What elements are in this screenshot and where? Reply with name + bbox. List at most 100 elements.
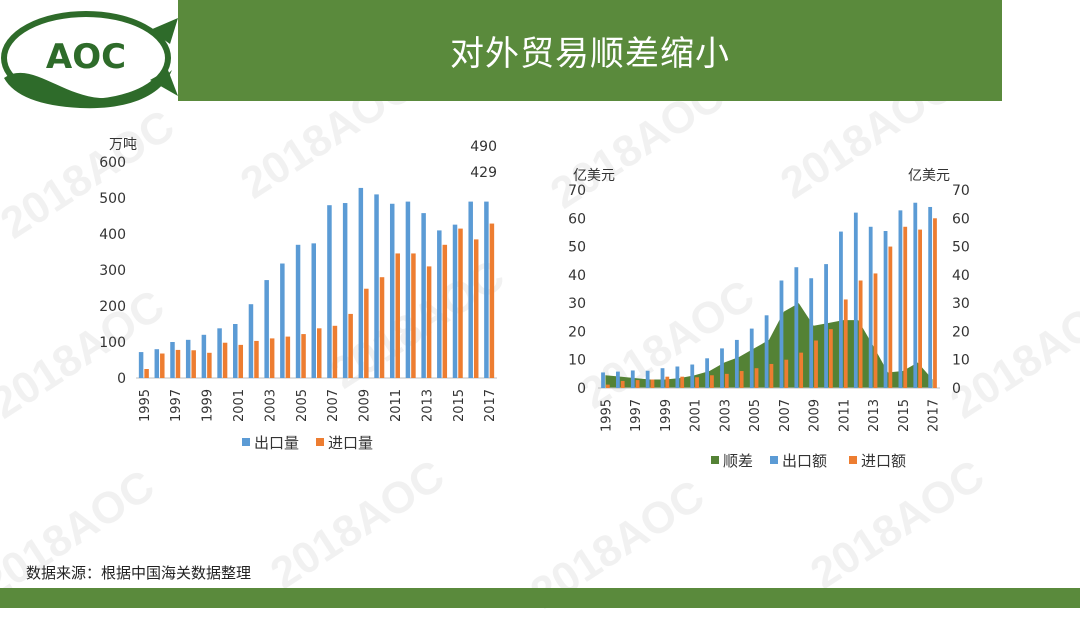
export-value-bar — [601, 372, 605, 388]
import-value-bar — [784, 359, 789, 388]
logo-text: AOC — [46, 37, 126, 77]
export-value-bar — [913, 202, 918, 388]
legend-swatch-surplus — [711, 456, 719, 464]
legend-label-export-value: 出口额 — [782, 452, 827, 470]
y-tick-label-left: 0 — [577, 381, 586, 397]
export-volume-bar — [170, 342, 175, 378]
y-tick-label-left: 10 — [568, 353, 586, 369]
x-tick-label: 2003 — [718, 399, 733, 432]
export-volume-bar — [389, 203, 395, 378]
import-volume-bar — [269, 338, 275, 378]
import-value-bar — [769, 363, 774, 388]
y-tick-label: 0 — [117, 371, 126, 387]
x-tick-label: 2013 — [867, 399, 882, 432]
y-tick-label-right: 40 — [952, 268, 970, 284]
y-axis-unit-label: 万吨 — [109, 137, 137, 153]
import-value-bar — [754, 368, 759, 388]
export-value-bar — [675, 366, 680, 388]
export-value-bar — [764, 315, 769, 388]
y-axis-unit-label-left: 亿美元 — [573, 168, 615, 184]
export-volume-bar — [248, 304, 254, 378]
import-volume-bar — [442, 244, 448, 378]
export-volume-bar — [295, 244, 301, 378]
export-value-bar — [898, 210, 903, 388]
y-tick-label-left: 30 — [568, 296, 586, 312]
x-tick-label: 2001 — [232, 389, 247, 422]
x-tick-label: 2007 — [326, 389, 341, 422]
import-value-bar — [933, 218, 937, 388]
export-volume-bar — [342, 203, 348, 378]
x-tick-label: 1999 — [201, 389, 216, 422]
x-tick-label: 2013 — [420, 389, 435, 422]
y-tick-label-left: 50 — [568, 240, 586, 256]
data-label-export-2017: 490 — [470, 139, 497, 155]
import-volume-bar — [144, 369, 149, 378]
export-value-bar — [824, 264, 828, 388]
export-value-bar — [616, 371, 620, 388]
export-volume-bar — [217, 328, 222, 378]
export-value-bar — [928, 206, 933, 388]
export-volume-bar — [437, 230, 442, 378]
import-volume-bar — [458, 228, 463, 378]
import-value-bar — [695, 377, 699, 388]
export-volume-bar — [201, 334, 207, 378]
legend-swatch-export — [242, 438, 250, 446]
export-volume-bar — [358, 187, 364, 378]
y-tick-label-right: 50 — [952, 240, 970, 256]
export-value-bar — [690, 364, 695, 388]
x-tick-label: 2009 — [808, 399, 823, 432]
export-volume-bar — [280, 263, 285, 378]
import-volume-bar — [411, 253, 416, 378]
export-volume-bar — [452, 224, 458, 378]
export-volume-bar — [405, 201, 411, 378]
import-volume-bar — [301, 334, 306, 378]
y-tick-label: 100 — [99, 335, 126, 351]
x-tick-label: 2011 — [389, 389, 404, 422]
import-volume-bar — [473, 239, 479, 378]
x-tick-label: 2003 — [263, 389, 278, 422]
y-tick-label: 600 — [99, 155, 126, 171]
y-tick-label-left: 70 — [568, 183, 586, 199]
y-tick-label-right: 0 — [952, 381, 961, 397]
export-volume-bar — [264, 280, 269, 378]
import-value-bar — [828, 329, 833, 388]
import-value-bar — [650, 379, 655, 388]
export-value-bar — [853, 212, 858, 388]
legend-swatch-export-value — [770, 456, 778, 464]
y-tick-label: 400 — [99, 227, 126, 243]
y-tick-label-left: 20 — [568, 324, 586, 340]
import-volume-bar — [364, 288, 369, 378]
import-volume-bar — [348, 313, 353, 378]
import-value-bar — [605, 384, 610, 388]
export-volume-bar — [138, 352, 144, 378]
import-value-bar — [843, 299, 848, 388]
import-value-bar — [665, 376, 670, 388]
y-tick-label: 500 — [99, 191, 126, 207]
import-volume-bar — [191, 350, 196, 378]
title-bar: 对外贸易顺差缩小 — [178, 0, 1002, 101]
export-value-bar — [794, 267, 799, 388]
import-volume-bar — [317, 328, 322, 378]
export-value-bar — [749, 328, 754, 388]
export-value-bar — [779, 280, 784, 388]
x-tick-label: 2005 — [748, 399, 763, 432]
x-tick-label: 2015 — [897, 399, 912, 432]
bottom-bar — [0, 588, 1080, 608]
surplus-area — [605, 303, 933, 388]
import-value-bar — [903, 226, 908, 388]
import-volume-bar — [175, 349, 181, 378]
import-value-bar — [918, 229, 922, 388]
y-tick-label: 300 — [99, 263, 126, 279]
export-volume-bar — [154, 349, 160, 378]
export-volume-bar — [185, 339, 191, 378]
import-value-bar — [799, 352, 804, 388]
import-volume-bar — [332, 325, 338, 378]
x-tick-label: 2005 — [295, 389, 310, 422]
import-value-bar — [873, 273, 878, 388]
export-value-bar — [839, 231, 843, 388]
export-value-bar — [734, 339, 739, 388]
legend-swatch-import-value — [849, 456, 857, 464]
x-tick-label: 2011 — [837, 399, 852, 432]
import-value-bar — [858, 280, 863, 388]
